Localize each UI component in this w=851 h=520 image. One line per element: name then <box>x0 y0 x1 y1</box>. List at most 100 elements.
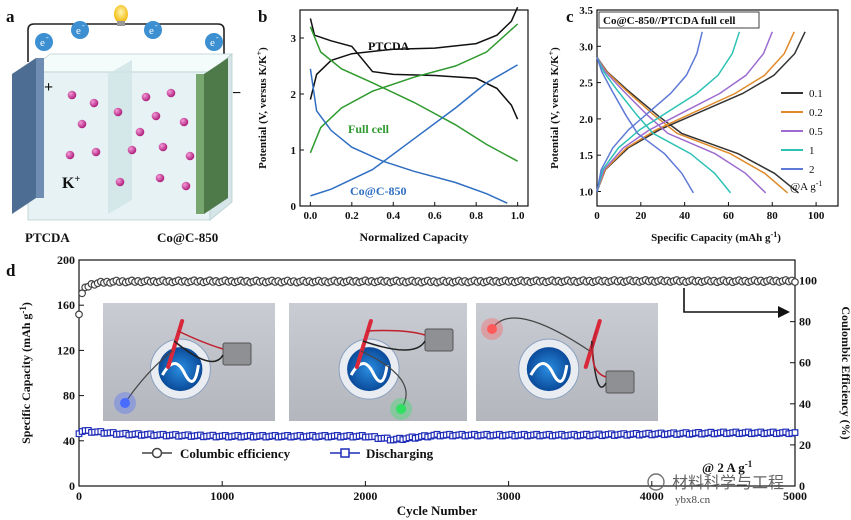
potassium-ion <box>141 92 151 102</box>
panel-c-ylabel: Potential (V, versus K/K+) <box>547 47 561 169</box>
panel-d-right-ylabel: Coulombic Efficiency (%) <box>839 306 851 439</box>
svg-text:e: e <box>76 25 81 37</box>
bulb-icon <box>114 5 128 26</box>
battery-pouch <box>222 342 252 366</box>
right-y-tick-label: 0 <box>799 479 805 493</box>
y-tick-label: 0 <box>69 479 75 493</box>
x-tick-label: 0.0 <box>303 210 317 222</box>
series-line <box>309 26 518 162</box>
led-demo-photo <box>289 303 467 421</box>
y-tick-label: 3 <box>291 33 297 45</box>
discharge-curve <box>596 56 767 194</box>
x-tick-label: 5000 <box>783 489 807 503</box>
discharge-curve <box>596 56 789 194</box>
panel-c-title-box <box>598 11 760 29</box>
led-light <box>487 324 497 334</box>
svg-text:-: - <box>46 33 49 42</box>
arrow-head-icon <box>778 306 790 318</box>
panel-a-schematic: a e - e - e - e - <box>6 5 241 245</box>
ptcda-label: PTCDA <box>25 230 70 245</box>
efficiency-point <box>791 278 799 286</box>
legend-label: 0.2 <box>809 107 823 119</box>
charge-curve <box>596 31 806 192</box>
led-photos <box>103 303 658 421</box>
panel-c-legend: 0.1 0.2 0.5 1 2 <box>781 88 823 176</box>
panel-c-axes: 0 20 40 60 80 100 1.0 1.5 2.0 2.5 3.0 3.5 <box>579 5 825 222</box>
panel-c-letter: c <box>566 7 574 26</box>
x-tick-label: 40 <box>679 210 691 222</box>
panel-c-series <box>596 31 806 194</box>
led-light <box>396 404 407 414</box>
x-tick-label: 20 <box>635 210 647 222</box>
discharge-point <box>791 429 799 436</box>
panel-b-frame <box>299 9 529 207</box>
y-tick-label: 0 <box>291 201 297 213</box>
y-tick-label: 1 <box>291 145 297 157</box>
y-tick-label: 120 <box>57 343 75 357</box>
panel-c-xlabel: Specific Capacity (mAh g-1) <box>651 230 781 244</box>
battery-pouch <box>605 370 635 394</box>
led-demo-photo <box>476 303 658 421</box>
x-tick-label: 4000 <box>640 489 664 503</box>
charge-curve <box>596 31 773 192</box>
panel-d-legend: Columbic efficiency Discharging <box>142 446 434 461</box>
potassium-ion <box>115 177 125 187</box>
panel-d-series <box>75 276 799 444</box>
x-tick-label: 80 <box>767 210 779 222</box>
ion-label: K+ <box>62 174 80 192</box>
right-y-tick-label: 40 <box>799 397 811 411</box>
panel-d-letter: d <box>6 261 16 280</box>
led-light <box>120 398 130 408</box>
y-tick-label: 200 <box>57 253 75 267</box>
right-y-tick-label: 80 <box>799 315 811 329</box>
x-tick-label: 0 <box>594 210 600 222</box>
minus-sign: − <box>232 85 241 102</box>
cobalt-carbon-electrode <box>204 58 228 214</box>
potassium-ion <box>166 88 176 98</box>
panel-b-ylabel: Potential (V, versus K/K+) <box>255 47 269 169</box>
potassium-ion <box>89 98 99 108</box>
x-tick-label: 0.6 <box>428 210 442 222</box>
discharge-curve <box>596 56 695 194</box>
potassium-ions <box>65 88 195 191</box>
series-line <box>309 18 519 120</box>
potassium-ion <box>113 107 123 117</box>
cobalt-carbon-series-label: Co@C-850 <box>350 184 407 198</box>
y-tick-label: 1.5 <box>579 150 593 162</box>
x-tick-label: 60 <box>723 210 735 222</box>
panel-c-title: Co@C-850//PTCDA full cell <box>603 15 735 27</box>
y-tick-label: 3.5 <box>579 5 593 17</box>
potassium-ion <box>127 145 137 155</box>
electron-icon: e - <box>71 21 89 39</box>
potassium-ion <box>67 90 77 100</box>
efficiency-marker <box>151 447 163 459</box>
charge-curve <box>596 31 741 192</box>
legend-label: 0.5 <box>809 126 823 138</box>
panel-d-xlabel: Cycle Number <box>397 503 478 518</box>
legend-label: 0.1 <box>809 88 823 100</box>
x-tick-label: 0.2 <box>345 210 359 222</box>
electron-icon: e - <box>144 21 162 39</box>
potassium-ion <box>185 151 195 161</box>
y-tick-label: 1.0 <box>579 186 593 198</box>
panel-b-axes: 0.0 0.2 0.4 0.6 0.8 1.0 0 1 2 3 <box>291 33 526 222</box>
efficiency-point <box>75 310 83 319</box>
panel-d-left-ylabel: Specific Capacity (mAh g-1) <box>18 302 33 444</box>
discharge-curve <box>596 56 732 194</box>
x-tick-label: 1000 <box>210 489 234 503</box>
legend-label: 1 <box>809 145 815 157</box>
series-line <box>310 64 518 197</box>
svg-text:-: - <box>155 21 158 30</box>
efficiency-axis-arrow <box>683 288 778 313</box>
y-tick-label: 2 <box>291 89 297 101</box>
watermark-text: 材料科学与工程 <box>672 474 784 492</box>
discharging-marker <box>340 448 350 458</box>
series-line <box>309 23 519 154</box>
charge-curve <box>596 31 703 192</box>
potassium-ion <box>181 181 191 191</box>
legend-label: 2 <box>809 164 815 176</box>
efficiency-point <box>78 289 86 298</box>
x-tick-label: 0.4 <box>386 210 400 222</box>
charge-curve <box>596 31 795 192</box>
